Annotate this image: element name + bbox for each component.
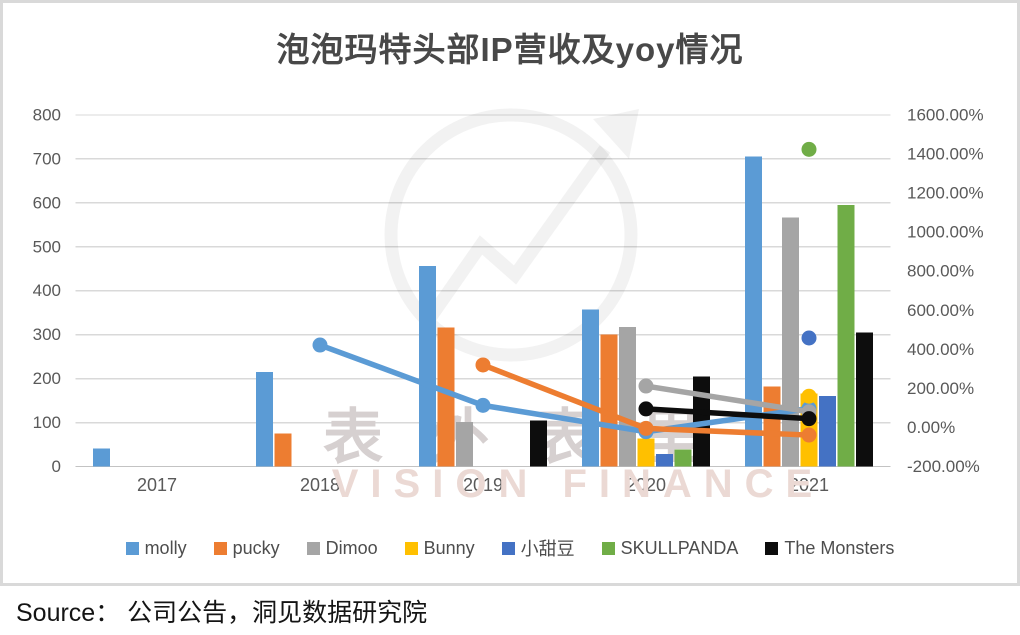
left-axis-tick-700: 700	[33, 149, 61, 168]
bar-小甜豆-2020	[656, 453, 673, 467]
bar-molly-2017	[93, 448, 110, 467]
bar-小甜豆-2021	[819, 395, 836, 467]
left-axis-tick-500: 500	[33, 237, 61, 256]
marker-molly yoy-2019	[475, 397, 491, 413]
right-axis-tick-600.00%: 600.00%	[907, 301, 974, 320]
legend-label-molly: molly	[144, 537, 187, 558]
left-axis-tick-200: 200	[33, 369, 61, 388]
bar-Dimoo-2021	[782, 217, 799, 467]
watermark-latin-text: VISION FINANCE	[332, 462, 824, 506]
left-axis-tick-400: 400	[33, 281, 61, 300]
chart-frame: 800 700 600 500 400 300 200 100 0 1600.00% 1400.00…	[0, 0, 1020, 586]
right-axis-tick-200.00%: 200.00%	[907, 379, 974, 398]
right-axis-tick-1000.00%: 1000.00%	[907, 223, 984, 242]
bar-pucky-2021	[763, 386, 781, 467]
bar-Dimoo-2019	[456, 422, 473, 467]
left-axis-tick-600: 600	[33, 193, 61, 212]
watermark-arrowhead	[593, 109, 639, 159]
right-axis-tick--200.00%: -200.00%	[907, 457, 980, 476]
chart-canvas: 800 700 600 500 400 300 200 100 0 1600.00% 1400.00…	[33, 105, 984, 506]
right-axis-tick-0.00%: 0.00%	[907, 418, 955, 437]
bar-molly-2019	[419, 266, 436, 467]
legend-label-The Monsters: The Monsters	[784, 537, 895, 558]
left-axis-tick-0: 0	[52, 457, 61, 476]
marker-小甜豆 yoy-2021	[801, 330, 817, 346]
marker-pucky yoy-2019	[475, 357, 491, 373]
marker-pucky yoy-2020	[638, 420, 654, 436]
marker-Dimoo yoy-2020	[638, 378, 654, 394]
left-axis-tick-800: 800	[33, 105, 61, 124]
bar-pucky-2019	[437, 327, 455, 467]
line-Dimoo yoy	[643, 383, 812, 415]
legend-item-Dimoo: Dimoo	[306, 537, 378, 559]
right-axis-tick-1600.00%: 1600.00%	[907, 105, 984, 124]
bar-molly-2021	[745, 156, 762, 467]
bar-molly-2018	[256, 372, 273, 467]
bar-Bunny-2020	[637, 438, 655, 467]
legend-label-pucky: pucky	[232, 537, 280, 558]
right-axis-tick-800.00%: 800.00%	[907, 262, 974, 281]
legend-label-小甜豆: 小甜豆	[520, 539, 575, 559]
legend-swatch-Bunny	[404, 541, 418, 555]
legend-label-SKULLPANDA: SKULLPANDA	[620, 537, 739, 558]
legend-item-molly: molly	[125, 537, 187, 559]
marker-SKULLPANDA yoy-2021	[801, 141, 817, 157]
right-axis-tick-1400.00%: 1400.00%	[907, 145, 984, 164]
legend-item-pucky: pucky	[213, 537, 280, 559]
bar-molly-2020	[582, 309, 599, 467]
marker-pucky yoy-2021	[801, 427, 817, 443]
watermark-circle-logo	[384, 108, 638, 362]
marker-molly yoy-2018	[312, 337, 328, 353]
legend-item-小甜豆: 小甜豆	[501, 535, 575, 561]
x-axis-label-2021: 2021	[789, 475, 829, 495]
legend-swatch-Dimoo	[306, 541, 320, 555]
source-line: Source： 公司公告，洞见数据研究院	[16, 599, 428, 627]
right-axis-tick-400.00%: 400.00%	[907, 340, 974, 359]
x-axis-label-2017: 2017	[137, 475, 177, 495]
bar-The Monsters-2021	[856, 332, 873, 467]
line-The Monsters yoy	[643, 406, 812, 422]
watermark: 表外表里VISION FINANCE	[323, 108, 824, 506]
left-axis-tick-300: 300	[33, 325, 61, 344]
x-axis-label-2020: 2020	[626, 475, 666, 495]
legend-swatch-SKULLPANDA	[601, 541, 615, 555]
marker-The Monsters yoy-2021	[801, 411, 817, 427]
legend-item-Bunny: Bunny	[404, 537, 475, 559]
left-axis-tick-100: 100	[33, 413, 61, 432]
bar-Dimoo-2020	[619, 326, 636, 467]
legend-swatch-The Monsters	[765, 541, 779, 555]
x-axis-label-2019: 2019	[463, 475, 503, 495]
legend-label-Dimoo: Dimoo	[325, 537, 378, 558]
watermark-trend-arrow	[422, 145, 611, 325]
marker-Bunny yoy-2021	[801, 388, 817, 404]
marker-The Monsters yoy-2020	[638, 401, 654, 417]
legend: molly pucky Dimoo Bunny 小甜豆 SKULLPANDA The Mon…	[3, 535, 1017, 561]
legend-label-Bunny: Bunny	[423, 537, 475, 558]
legend-swatch-pucky	[213, 541, 227, 555]
bar-The Monsters-2019	[530, 420, 547, 467]
legend-item-The Monsters: The Monsters	[765, 538, 894, 559]
bar-pucky-2018	[274, 433, 292, 467]
bar-SKULLPANDA-2021	[837, 205, 855, 467]
right-axis-tick-1200.00%: 1200.00%	[907, 184, 984, 203]
bar-pucky-2020	[600, 334, 618, 467]
bar-SKULLPANDA-2020	[674, 449, 692, 467]
legend-item-SKULLPANDA: SKULLPANDA	[601, 537, 739, 559]
legend-swatch-小甜豆	[501, 541, 515, 555]
legend-swatch-molly	[125, 541, 139, 555]
line-molly yoy	[317, 342, 812, 435]
x-axis-label-2018: 2018	[300, 475, 340, 495]
chart-title: 泡泡玛特头部IP营收及yoy情况	[276, 31, 744, 68]
